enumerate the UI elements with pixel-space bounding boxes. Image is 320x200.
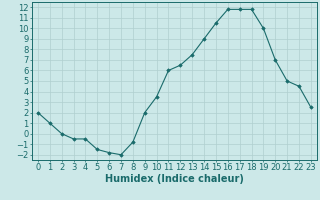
X-axis label: Humidex (Indice chaleur): Humidex (Indice chaleur) [105, 174, 244, 184]
